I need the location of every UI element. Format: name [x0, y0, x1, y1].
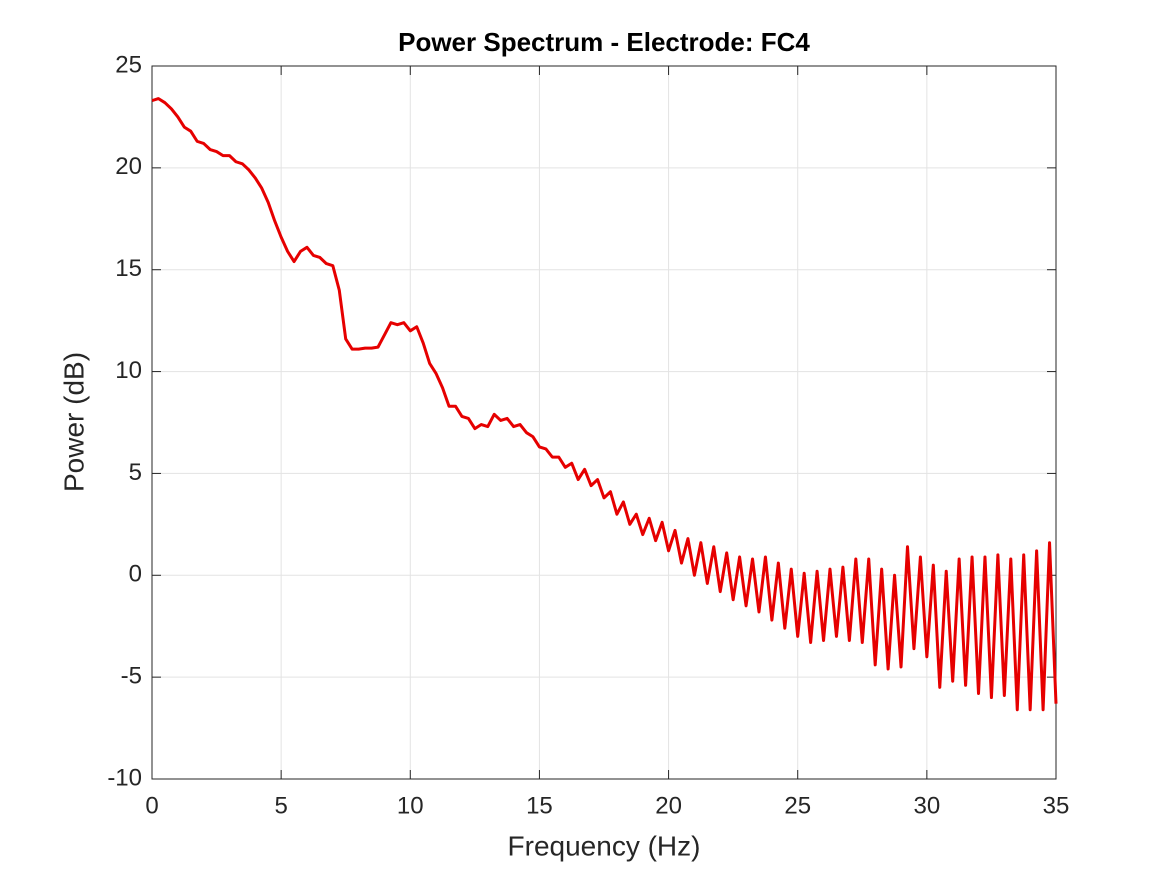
- x-tick-label: 15: [526, 792, 553, 819]
- y-tick-label: 20: [115, 153, 142, 180]
- data-line: [151, 97, 1058, 712]
- y-tick-label: -5: [121, 662, 142, 689]
- y-tick-label: 10: [115, 357, 142, 384]
- x-tick-label: 25: [784, 792, 811, 819]
- x-tick-label: 10: [397, 792, 424, 819]
- y-tick-label: 5: [129, 459, 142, 486]
- x-tick-label: 30: [914, 792, 941, 819]
- x-axis-label: Frequency (Hz): [508, 830, 701, 861]
- x-tick-label: 0: [145, 792, 158, 819]
- y-tick-label: -10: [107, 764, 142, 791]
- x-tick-label: 5: [274, 792, 287, 819]
- y-tick-label: 0: [129, 561, 142, 588]
- y-tick-label: 15: [115, 255, 142, 282]
- y-axis-label: Power (dB): [58, 352, 89, 492]
- plot-frame: [151, 65, 1057, 780]
- x-tick-label: 35: [1043, 792, 1070, 819]
- chart-title: Power Spectrum - Electrode: FC4: [398, 27, 810, 57]
- y-tick-label: 25: [115, 51, 142, 78]
- x-tick-label: 20: [655, 792, 682, 819]
